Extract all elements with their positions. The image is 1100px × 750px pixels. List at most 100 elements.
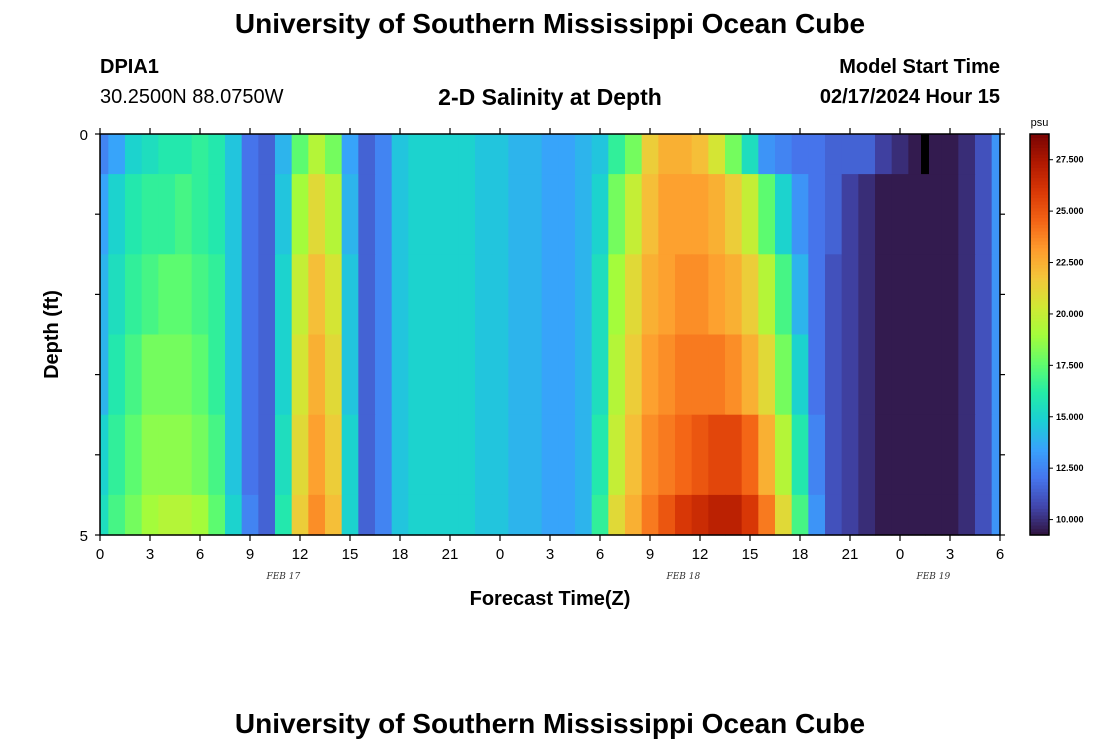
colorbar-segment — [1030, 207, 1049, 212]
colorbar-segment — [1030, 474, 1049, 479]
heatmap-cell — [175, 254, 193, 336]
colorbar-segment — [1030, 444, 1049, 449]
heatmap-cell — [875, 414, 893, 496]
x-tick-label: 12 — [292, 546, 309, 563]
heatmap-cell — [875, 174, 893, 255]
heatmap-cell — [925, 414, 943, 496]
colorbar-segment — [1030, 478, 1049, 483]
heatmap-cell — [925, 174, 943, 255]
heatmap-cell — [875, 254, 893, 336]
heatmap-cell — [975, 334, 993, 416]
colorbar-segment — [1030, 321, 1049, 326]
colorbar-segment — [1030, 184, 1049, 189]
colorbar-segment — [1030, 438, 1049, 443]
y-tick-label: 5 — [80, 528, 88, 545]
heatmap-cell — [791, 254, 809, 336]
heatmap-cell — [391, 174, 409, 255]
heatmap-cell — [275, 494, 293, 536]
heatmap-cell — [591, 494, 609, 536]
heatmap-cell — [641, 334, 659, 416]
heatmap-cell — [491, 334, 509, 416]
heatmap-cell — [108, 494, 126, 536]
heatmap-cell — [375, 334, 393, 416]
heatmap-cell — [141, 254, 159, 336]
colorbar-segment — [1030, 281, 1049, 285]
heatmap-cell — [675, 494, 693, 536]
colorbar-segment — [1030, 411, 1049, 416]
heatmap-cell — [791, 174, 809, 255]
heatmap-cell — [741, 334, 759, 416]
heatmap-cell — [541, 134, 559, 175]
heatmap-cell — [741, 494, 759, 536]
heatmap-cell — [425, 494, 443, 536]
colorbar-segment — [1030, 334, 1049, 339]
colorbar-segment — [1030, 498, 1049, 503]
colorbar-segment — [1030, 271, 1049, 275]
heatmap-cell — [241, 134, 259, 175]
heatmap-cell — [408, 134, 426, 175]
heatmap-cell — [475, 334, 493, 416]
heatmap-cell — [291, 134, 309, 175]
x-tick-label: 9 — [246, 546, 254, 563]
heatmap-cell — [791, 134, 809, 175]
colorbar-segment — [1030, 154, 1049, 158]
heatmap-cell — [808, 174, 826, 255]
heatmap-cell — [275, 254, 293, 336]
y-axis-title: Depth (ft) — [41, 290, 63, 379]
heatmap-cell — [858, 334, 876, 416]
heatmap-cell — [725, 134, 743, 175]
heatmap-cell — [325, 334, 343, 416]
heatmap-cell — [958, 494, 976, 536]
heatmap-cell — [758, 494, 776, 536]
colorbar-segment — [1030, 424, 1049, 429]
colorbar-segment — [1030, 174, 1049, 179]
heatmap-cell — [658, 414, 676, 496]
footer-title: University of Southern Mississippi Ocean… — [234, 708, 866, 739]
heatmap-cell — [791, 494, 809, 536]
heatmap-cell — [875, 134, 893, 175]
heatmap-cell — [691, 134, 709, 175]
heatmap-cell — [558, 414, 576, 496]
heatmap-cell — [925, 334, 943, 416]
heatmap-cell — [541, 414, 559, 496]
heatmap-cell — [675, 414, 693, 496]
heatmap-cell — [625, 494, 643, 536]
colorbar-segment — [1030, 194, 1049, 199]
heatmap-cell — [791, 334, 809, 416]
heatmap-cell — [408, 334, 426, 416]
heatmap-cell — [658, 494, 676, 536]
heatmap-cell — [808, 494, 826, 536]
chart-subtitle: 2-D Salinity at Depth — [438, 84, 662, 110]
heatmap-cell — [441, 134, 459, 175]
colorbar-segment — [1030, 504, 1049, 509]
colorbar-segment — [1030, 528, 1049, 533]
colorbar-segment — [1030, 491, 1049, 496]
heatmap-cell — [241, 494, 259, 536]
heatmap-cell — [575, 134, 593, 175]
heatmap-cell — [191, 494, 209, 536]
colorbar-segment — [1030, 344, 1049, 349]
heatmap-cell — [775, 414, 793, 496]
heatmap-cell — [458, 174, 476, 255]
colorbar-segment — [1030, 227, 1049, 232]
heatmap-cell — [625, 334, 643, 416]
colorbar-segment — [1030, 257, 1049, 262]
heatmap-cell — [491, 494, 509, 536]
heatmap-cell — [291, 254, 309, 336]
heatmap-cell — [841, 254, 859, 336]
colorbar-tick-label: 17.500 — [1056, 360, 1084, 370]
colorbar-segment — [1030, 531, 1049, 536]
heatmap-cell — [908, 254, 926, 336]
colorbar-segment — [1030, 220, 1049, 225]
date-label: FEB 17 — [265, 572, 300, 582]
heatmap-cell — [325, 414, 343, 496]
chart-title: University of Southern Mississippi Ocean… — [234, 8, 866, 39]
heatmap-cell — [991, 254, 1001, 336]
heatmap-cell — [475, 414, 493, 496]
heatmap-cell — [691, 254, 709, 336]
heatmap-cell — [125, 134, 143, 175]
heatmap-cell — [325, 174, 343, 255]
heatmap-cell — [308, 254, 326, 336]
heatmap-cell — [358, 174, 376, 255]
heatmap-cell — [375, 134, 393, 175]
